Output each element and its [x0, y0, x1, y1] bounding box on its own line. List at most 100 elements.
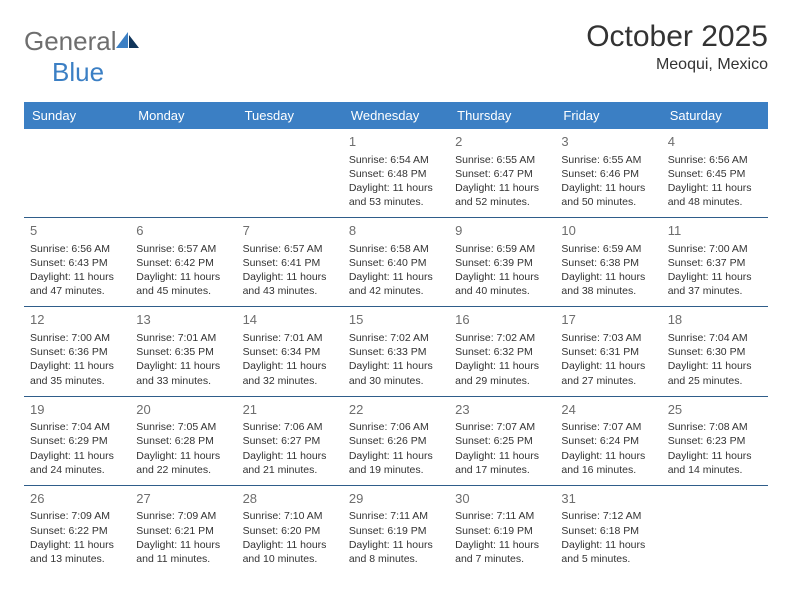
daylight-line: Daylight: 11 hours and 50 minutes. — [561, 181, 655, 209]
day-number: 18 — [668, 311, 762, 329]
sunrise-line: Sunrise: 7:02 AM — [455, 331, 549, 345]
day-number: 29 — [349, 490, 443, 508]
calendar-day-cell: 22Sunrise: 7:06 AMSunset: 6:26 PMDayligh… — [343, 397, 449, 485]
sunset-line: Sunset: 6:21 PM — [136, 524, 230, 538]
calendar-day-cell: 10Sunrise: 6:59 AMSunset: 6:38 PMDayligh… — [555, 218, 661, 306]
daylight-line: Daylight: 11 hours and 7 minutes. — [455, 538, 549, 566]
sunrise-line: Sunrise: 6:56 AM — [30, 242, 124, 256]
sunrise-line: Sunrise: 7:00 AM — [30, 331, 124, 345]
daylight-line: Daylight: 11 hours and 27 minutes. — [561, 359, 655, 387]
sunset-line: Sunset: 6:30 PM — [668, 345, 762, 359]
sunrise-line: Sunrise: 6:55 AM — [455, 153, 549, 167]
location: Meoqui, Mexico — [586, 56, 768, 74]
calendar-day-cell: 7Sunrise: 6:57 AMSunset: 6:41 PMDaylight… — [237, 218, 343, 306]
sunset-line: Sunset: 6:43 PM — [30, 256, 124, 270]
calendar-day-cell: 18Sunrise: 7:04 AMSunset: 6:30 PMDayligh… — [662, 307, 768, 395]
daylight-line: Daylight: 11 hours and 47 minutes. — [30, 270, 124, 298]
day-number: 17 — [561, 311, 655, 329]
sunrise-line: Sunrise: 7:06 AM — [243, 420, 337, 434]
sunset-line: Sunset: 6:46 PM — [561, 167, 655, 181]
calendar-day-cell: 26Sunrise: 7:09 AMSunset: 6:22 PMDayligh… — [24, 486, 130, 574]
daylight-line: Daylight: 11 hours and 33 minutes. — [136, 359, 230, 387]
day-number: 10 — [561, 222, 655, 240]
weekday-header: Wednesday — [343, 102, 449, 129]
day-number: 4 — [668, 133, 762, 151]
day-number: 23 — [455, 401, 549, 419]
sunrise-line: Sunrise: 7:11 AM — [455, 509, 549, 523]
day-number: 5 — [30, 222, 124, 240]
daylight-line: Daylight: 11 hours and 8 minutes. — [349, 538, 443, 566]
weekday-header: Saturday — [662, 102, 768, 129]
sunrise-line: Sunrise: 6:59 AM — [455, 242, 549, 256]
sunset-line: Sunset: 6:38 PM — [561, 256, 655, 270]
sunrise-line: Sunrise: 7:02 AM — [349, 331, 443, 345]
sunrise-line: Sunrise: 7:07 AM — [561, 420, 655, 434]
sunrise-line: Sunrise: 7:09 AM — [136, 509, 230, 523]
sunset-line: Sunset: 6:33 PM — [349, 345, 443, 359]
daylight-line: Daylight: 11 hours and 32 minutes. — [243, 359, 337, 387]
calendar-day-cell: 17Sunrise: 7:03 AMSunset: 6:31 PMDayligh… — [555, 307, 661, 395]
sunset-line: Sunset: 6:20 PM — [243, 524, 337, 538]
daylight-line: Daylight: 11 hours and 13 minutes. — [30, 538, 124, 566]
calendar-empty-cell — [237, 129, 343, 217]
sunset-line: Sunset: 6:31 PM — [561, 345, 655, 359]
day-number: 22 — [349, 401, 443, 419]
calendar-header-row: SundayMondayTuesdayWednesdayThursdayFrid… — [24, 102, 768, 129]
calendar-day-cell: 25Sunrise: 7:08 AMSunset: 6:23 PMDayligh… — [662, 397, 768, 485]
daylight-line: Daylight: 11 hours and 25 minutes. — [668, 359, 762, 387]
day-number: 14 — [243, 311, 337, 329]
day-number: 3 — [561, 133, 655, 151]
sunrise-line: Sunrise: 7:12 AM — [561, 509, 655, 523]
calendar-day-cell: 8Sunrise: 6:58 AMSunset: 6:40 PMDaylight… — [343, 218, 449, 306]
sunrise-line: Sunrise: 7:07 AM — [455, 420, 549, 434]
calendar-day-cell: 5 Sunrise: 6:56 AMSunset: 6:43 PMDaylight… — [24, 218, 130, 306]
day-number: 24 — [561, 401, 655, 419]
page-header: General Blue October 2025 Meoqui, Mexico — [24, 20, 768, 88]
daylight-line: Daylight: 11 hours and 45 minutes. — [136, 270, 230, 298]
sunrise-line: Sunrise: 7:01 AM — [136, 331, 230, 345]
daylight-line: Daylight: 11 hours and 14 minutes. — [668, 449, 762, 477]
day-number: 1 — [349, 133, 443, 151]
daylight-line: Daylight: 11 hours and 38 minutes. — [561, 270, 655, 298]
sunrise-line: Sunrise: 7:00 AM — [668, 242, 762, 256]
daylight-line: Daylight: 11 hours and 52 minutes. — [455, 181, 549, 209]
day-number: 11 — [668, 222, 762, 240]
calendar-day-cell: 31Sunrise: 7:12 AMSunset: 6:18 PMDayligh… — [555, 486, 661, 574]
calendar-day-cell: 11Sunrise: 7:00 AMSunset: 6:37 PMDayligh… — [662, 218, 768, 306]
sunset-line: Sunset: 6:27 PM — [243, 434, 337, 448]
sunrise-line: Sunrise: 6:56 AM — [668, 153, 762, 167]
sunset-line: Sunset: 6:36 PM — [30, 345, 124, 359]
calendar-body: 1Sunrise: 6:54 AMSunset: 6:48 PMDaylight… — [24, 129, 768, 574]
calendar-page: General Blue October 2025 Meoqui, Mexico… — [0, 0, 792, 594]
day-number: 15 — [349, 311, 443, 329]
calendar-day-cell: 16Sunrise: 7:02 AMSunset: 6:32 PMDayligh… — [449, 307, 555, 395]
daylight-line: Daylight: 11 hours and 21 minutes. — [243, 449, 337, 477]
daylight-line: Daylight: 11 hours and 40 minutes. — [455, 270, 549, 298]
day-number: 28 — [243, 490, 337, 508]
daylight-line: Daylight: 11 hours and 29 minutes. — [455, 359, 549, 387]
sunrise-line: Sunrise: 7:08 AM — [668, 420, 762, 434]
title-block: October 2025 Meoqui, Mexico — [586, 20, 768, 74]
calendar-day-cell: 12Sunrise: 7:00 AMSunset: 6:36 PMDayligh… — [24, 307, 130, 395]
daylight-line: Daylight: 11 hours and 37 minutes. — [668, 270, 762, 298]
day-number: 9 — [455, 222, 549, 240]
calendar-grid: SundayMondayTuesdayWednesdayThursdayFrid… — [24, 102, 768, 574]
day-number: 16 — [455, 311, 549, 329]
calendar-day-cell: 24Sunrise: 7:07 AMSunset: 6:24 PMDayligh… — [555, 397, 661, 485]
sunset-line: Sunset: 6:39 PM — [455, 256, 549, 270]
day-number: 27 — [136, 490, 230, 508]
brand-text: General Blue — [24, 26, 141, 88]
day-number: 26 — [30, 490, 124, 508]
day-number: 31 — [561, 490, 655, 508]
day-number: 19 — [30, 401, 124, 419]
calendar-day-cell: 28Sunrise: 7:10 AMSunset: 6:20 PMDayligh… — [237, 486, 343, 574]
sunset-line: Sunset: 6:40 PM — [349, 256, 443, 270]
sunset-line: Sunset: 6:47 PM — [455, 167, 549, 181]
sunset-line: Sunset: 6:35 PM — [136, 345, 230, 359]
daylight-line: Daylight: 11 hours and 17 minutes. — [455, 449, 549, 477]
day-number: 30 — [455, 490, 549, 508]
calendar-day-cell: 27Sunrise: 7:09 AMSunset: 6:21 PMDayligh… — [130, 486, 236, 574]
sunset-line: Sunset: 6:28 PM — [136, 434, 230, 448]
sunrise-line: Sunrise: 7:09 AM — [30, 509, 124, 523]
sunset-line: Sunset: 6:23 PM — [668, 434, 762, 448]
